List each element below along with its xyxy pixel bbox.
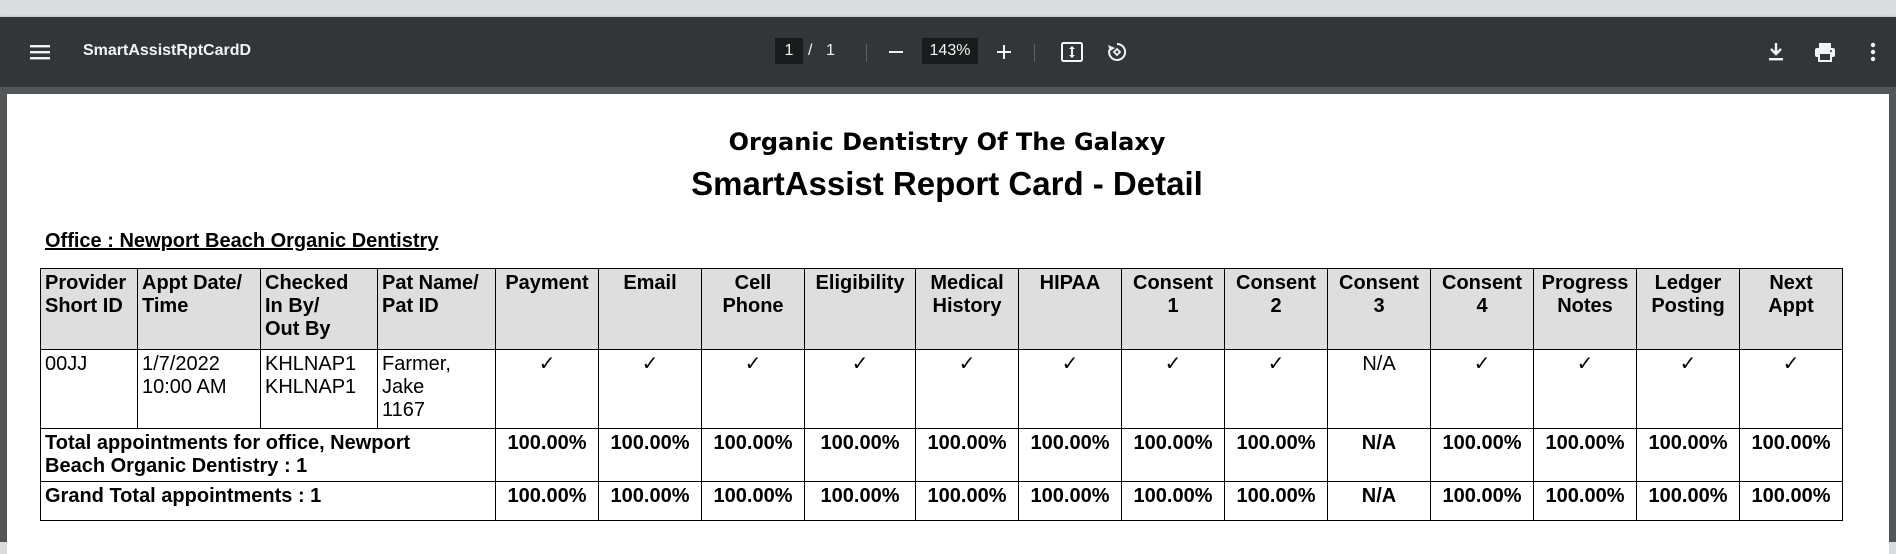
office-total-cell-phone: 100.00% xyxy=(701,428,805,482)
grand-total-eligibility: 100.00% xyxy=(804,481,916,521)
check-icon: ✓ xyxy=(1533,349,1637,429)
menu-icon[interactable] xyxy=(26,38,54,66)
check-icon: ✓ xyxy=(495,349,599,429)
office-total-medical-history: 100.00% xyxy=(915,428,1019,482)
grand-total-consent-3: N/A xyxy=(1327,481,1431,521)
office-total-next-appt: 100.00% xyxy=(1739,428,1843,482)
header-email: Email xyxy=(598,268,702,350)
cell-patient: Farmer, Jake 1167 xyxy=(377,349,496,429)
header-eligibility: Eligibility xyxy=(804,268,916,350)
page-separator: / xyxy=(808,42,813,59)
cell-provider: 00JJ xyxy=(40,349,138,429)
office-total-payment: 100.00% xyxy=(495,428,599,482)
browser-top-strip xyxy=(0,0,1896,17)
grand-total-medical-history: 100.00% xyxy=(915,481,1019,521)
report-title: SmartAssist Report Card - Detail xyxy=(691,165,1203,202)
office-total-eligibility: 100.00% xyxy=(804,428,916,482)
grand-total-consent-2: 100.00% xyxy=(1224,481,1328,521)
header-appt-date: Appt Date/Time xyxy=(137,268,261,350)
grand-total-hipaa: 100.00% xyxy=(1018,481,1122,521)
grand-total-next-appt: 100.00% xyxy=(1739,481,1843,521)
header-patient: Pat Name/Pat ID xyxy=(377,268,496,350)
office-total-consent-4: 100.00% xyxy=(1430,428,1534,482)
fit-page-icon[interactable] xyxy=(1058,38,1086,66)
office-total-consent-3: N/A xyxy=(1327,428,1431,482)
check-icon: ✓ xyxy=(598,349,702,429)
header-provider: Provider Short ID xyxy=(40,268,138,350)
zoom-out-icon[interactable] xyxy=(882,38,910,66)
office-total-label: Total appointments for office, Newport Be… xyxy=(40,428,496,482)
header-progress-notes: Progress Notes xyxy=(1533,268,1637,350)
grand-total-row: Grand Total appointments : 1 100.00% 100… xyxy=(40,481,1843,521)
check-icon: ✓ xyxy=(1224,349,1328,429)
grand-total-consent-1: 100.00% xyxy=(1121,481,1225,521)
header-medical-history: Medical History xyxy=(915,268,1019,350)
check-icon: ✓ xyxy=(1121,349,1225,429)
office-total-consent-1: 100.00% xyxy=(1121,428,1225,482)
check-icon: ✓ xyxy=(1430,349,1534,429)
zoom-level-input[interactable] xyxy=(922,38,978,64)
page-number-input[interactable] xyxy=(775,38,803,64)
check-icon: ✓ xyxy=(804,349,916,429)
header-payment: Payment xyxy=(495,268,599,350)
grand-total-consent-4: 100.00% xyxy=(1430,481,1534,521)
check-icon: ✓ xyxy=(1636,349,1740,429)
zoom-in-icon[interactable] xyxy=(990,38,1018,66)
grand-total-ledger-posting: 100.00% xyxy=(1636,481,1740,521)
pdf-toolbar: SmartAssistRptCardD / 1 xyxy=(0,17,1896,87)
office-total-row: Total appointments for office, Newport Be… xyxy=(40,428,1843,482)
header-consent-3: Consent 3 xyxy=(1327,268,1431,350)
header-checked-by: Checked In By/Out By xyxy=(260,268,378,350)
toolbar-divider xyxy=(1034,44,1035,62)
grand-total-progress-notes: 100.00% xyxy=(1533,481,1637,521)
table-row: 00JJ 1/7/2022 10:00 AM KHLNAP1 KHLNAP1 Far… xyxy=(40,349,1843,429)
office-total-email: 100.00% xyxy=(598,428,702,482)
cell-consent-3-na: N/A xyxy=(1327,349,1431,429)
office-total-consent-2: 100.00% xyxy=(1224,428,1328,482)
header-cell-phone: Cell Phone xyxy=(701,268,805,350)
header-next-appt: Next Appt xyxy=(1739,268,1843,350)
check-icon: ✓ xyxy=(1739,349,1843,429)
office-total-ledger-posting: 100.00% xyxy=(1636,428,1740,482)
header-ledger-posting: Ledger Posting xyxy=(1636,268,1740,350)
header-consent-1: Consent 1 xyxy=(1121,268,1225,350)
header-consent-2: Consent 2 xyxy=(1224,268,1328,350)
document-title: SmartAssistRptCardD xyxy=(83,42,252,59)
office-total-hipaa: 100.00% xyxy=(1018,428,1122,482)
grand-total-cell-phone: 100.00% xyxy=(701,481,805,521)
check-icon: ✓ xyxy=(701,349,805,429)
organization-name: Organic Dentistry Of The Galaxy xyxy=(728,128,1166,156)
report-table: Provider Short ID Appt Date/Time Checked I… xyxy=(40,268,1843,521)
toolbar-divider xyxy=(866,44,867,62)
header-consent-4: Consent 4 xyxy=(1430,268,1534,350)
table-header-row: Provider Short ID Appt Date/Time Checked I… xyxy=(40,268,1843,350)
page-total: 1 xyxy=(826,42,835,59)
rotate-icon[interactable] xyxy=(1103,38,1131,66)
cell-appt-date: 1/7/2022 10:00 AM xyxy=(137,349,261,429)
more-vert-icon[interactable] xyxy=(1861,38,1885,66)
grand-total-payment: 100.00% xyxy=(495,481,599,521)
download-icon[interactable] xyxy=(1762,38,1790,66)
pdf-page: Organic Dentistry Of The Galaxy SmartAss… xyxy=(7,94,1889,554)
office-heading: Office : Newport Beach Organic Dentistry xyxy=(45,230,439,252)
print-icon[interactable] xyxy=(1811,38,1839,66)
check-icon: ✓ xyxy=(1018,349,1122,429)
office-total-progress-notes: 100.00% xyxy=(1533,428,1637,482)
grand-total-label: Grand Total appointments : 1 xyxy=(40,481,496,521)
cell-checked-by: KHLNAP1 KHLNAP1 xyxy=(260,349,378,429)
check-icon: ✓ xyxy=(915,349,1019,429)
header-hipaa: HIPAA xyxy=(1018,268,1122,350)
grand-total-email: 100.00% xyxy=(598,481,702,521)
